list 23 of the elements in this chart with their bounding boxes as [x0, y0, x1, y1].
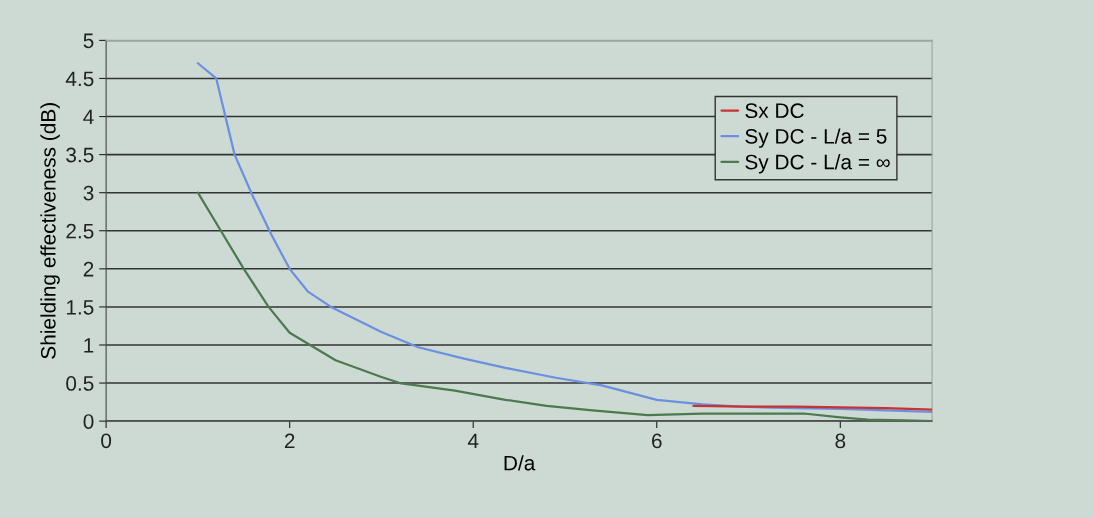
y-tick-label: 1	[84, 338, 94, 353]
legend-label: Sy DC - L/a = ∞	[745, 154, 890, 174]
x-tick-label: 0	[101, 433, 112, 449]
y-tick-label: 2.5	[66, 223, 94, 239]
y-tick-label: 4	[83, 109, 94, 125]
line-series	[196, 62, 933, 414]
legend-label: Sx DC	[745, 103, 804, 119]
y-tick-label: 3.5	[66, 147, 94, 163]
y-axis-title: Shielding effectiveness (dB)	[40, 103, 60, 359]
x-tick-label: 6	[652, 433, 662, 449]
y-tick-label: 0.5	[66, 376, 94, 391]
y-tick-label: 1.5	[66, 300, 94, 315]
legend-label: Sy DC - L/a = 5	[745, 128, 887, 148]
y-tick-label: 3	[83, 185, 94, 201]
x-tick-label: 8	[835, 433, 846, 449]
y-tick-label: 5	[83, 33, 94, 49]
x-axis-title: D/a	[504, 455, 536, 471]
y-tick-label: 4.5	[65, 71, 94, 87]
y-tick-label: 2	[83, 261, 94, 277]
line-series	[196, 191, 933, 422]
x-tick-label: 4	[467, 433, 479, 449]
x-tick-label: 2	[284, 433, 295, 449]
y-tick-label: 0	[83, 414, 94, 429]
